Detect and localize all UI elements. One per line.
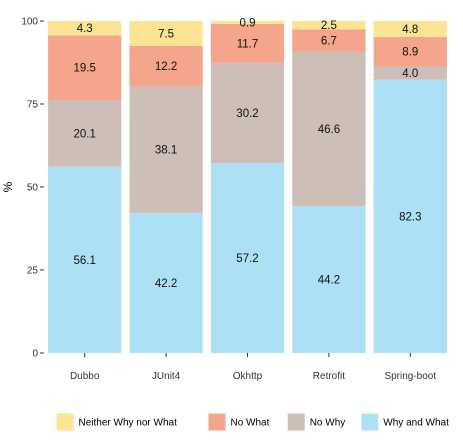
- data-label: 4.8: [402, 24, 418, 36]
- bar-segment: [292, 21, 366, 30]
- bar-segment: [48, 166, 122, 353]
- bar-segment: [292, 29, 366, 52]
- legend-key: [361, 413, 379, 431]
- x-tick-label: Dubbo: [70, 371, 100, 382]
- legend-label: No What: [231, 418, 270, 429]
- data-label: 8.9: [402, 47, 418, 59]
- data-label: 2.5: [321, 20, 337, 32]
- data-labels-layer: 56.1 20.1 19.5 4.3 42.2 38.1 12.2 7.5 57.2 30.2 11…: [74, 17, 422, 289]
- y-tick-label: 50: [27, 183, 39, 194]
- axis-layer: 0 25 50 75 100% Dubbo JUnit4 Okhttp Retrofit Spri…: [1, 17, 436, 383]
- bars-layer: [48, 21, 447, 353]
- x-tick-label: Okhttp: [233, 371, 263, 382]
- bar-segment: [129, 86, 203, 213]
- bar-segment: [48, 35, 122, 101]
- bar-segment: [129, 212, 203, 353]
- data-label: 46.6: [318, 124, 340, 136]
- data-label: 4.3: [77, 23, 93, 35]
- data-label: 44.2: [318, 275, 340, 287]
- x-tick-label: JUnit4: [152, 371, 181, 382]
- data-label: 38.1: [155, 145, 177, 157]
- y-axis-title: %: [1, 181, 15, 192]
- bar-segment: [129, 45, 203, 87]
- legend-label: No Why: [310, 418, 346, 429]
- bar-segment: [210, 62, 285, 164]
- data-label: 12.2: [155, 61, 177, 73]
- bar-segment: [292, 206, 366, 353]
- legend-label: Why and What: [383, 418, 449, 429]
- data-label: 11.7: [237, 38, 259, 50]
- legend-key: [287, 413, 305, 431]
- bar-segment: [210, 163, 285, 353]
- data-label: 7.5: [158, 28, 174, 40]
- data-label: 19.5: [74, 63, 96, 75]
- bar-segment: [373, 79, 447, 353]
- bar-segment: [373, 21, 447, 37]
- y-tick-label: 0: [32, 349, 38, 360]
- x-tick-label: Retrofit: [313, 371, 345, 382]
- data-label: 30.2: [236, 108, 258, 120]
- data-label: 56.1: [74, 255, 96, 267]
- legend-key: [56, 413, 74, 431]
- data-label: 4.0: [402, 68, 418, 80]
- data-label: 0.9: [240, 17, 256, 29]
- bar-segment: [129, 21, 203, 46]
- data-label: 6.7: [321, 35, 337, 47]
- y-tick-label: 75: [27, 100, 39, 111]
- bar-segment: [210, 23, 285, 63]
- x-tick-label: Spring-boot: [384, 371, 436, 382]
- bar-segment: [373, 36, 447, 67]
- legend: Neither Why nor What No What No Why Why and…: [56, 413, 449, 431]
- legend-label: Neither Why nor What: [79, 418, 178, 429]
- y-tick-label: 100: [21, 17, 38, 28]
- bar-segment: [373, 66, 447, 80]
- bar-segment: [48, 100, 122, 167]
- data-label: 20.1: [74, 128, 96, 140]
- data-label: 57.2: [236, 253, 258, 265]
- bar-segment: [48, 21, 122, 36]
- legend-key: [208, 413, 226, 431]
- bar-segment: [210, 21, 285, 24]
- data-label: 82.3: [399, 211, 421, 223]
- data-label: 42.2: [155, 278, 177, 290]
- bar-segment: [292, 51, 366, 207]
- y-tick-label: 25: [27, 266, 39, 277]
